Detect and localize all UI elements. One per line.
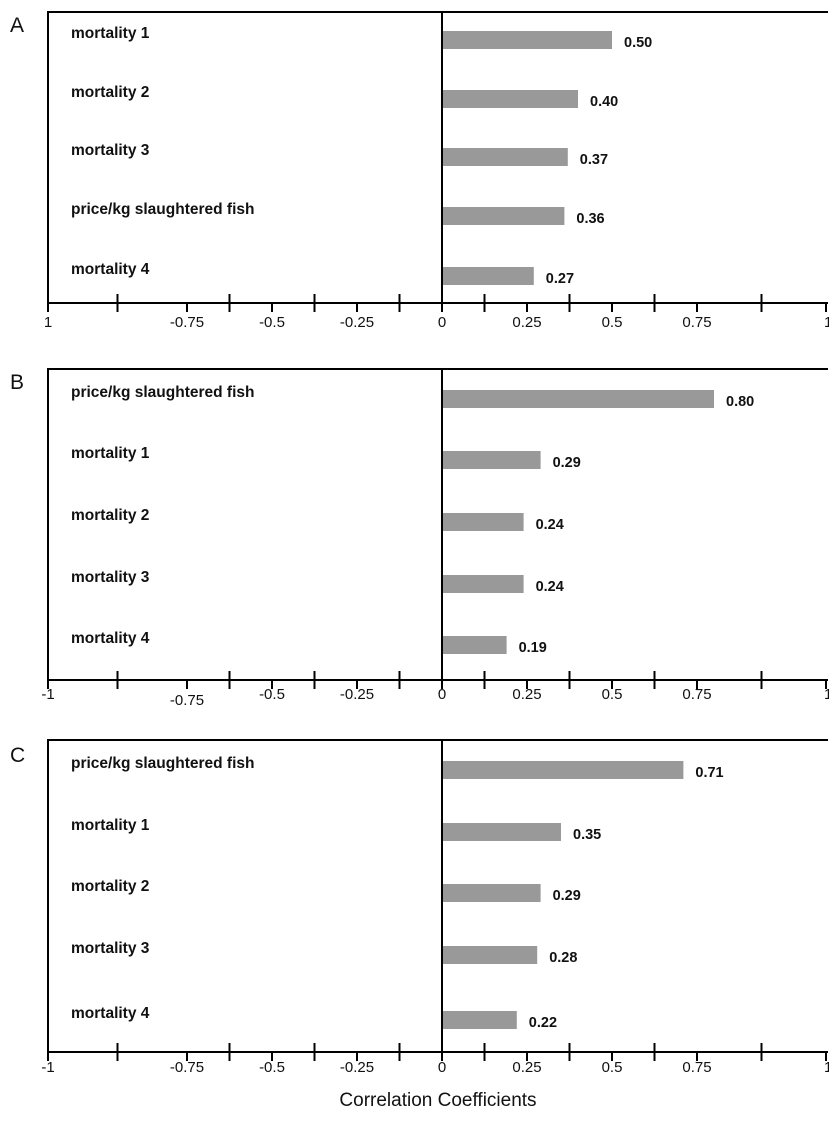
value-label: 0.28 [549, 950, 577, 966]
category-label: mortality 3 [71, 569, 150, 586]
category-label: mortality 1 [71, 817, 150, 834]
x-tick-label: -0.75 [170, 314, 204, 331]
value-label: 0.19 [519, 640, 547, 656]
bar [443, 1011, 517, 1029]
value-label: 0.24 [536, 517, 564, 533]
bar [443, 451, 541, 469]
x-tick-label: 0.75 [682, 1059, 711, 1076]
category-label: price/kg slaughtered fish [71, 384, 254, 401]
bar [443, 90, 578, 108]
panel-letter: C [10, 744, 25, 767]
bar [443, 823, 561, 841]
x-tick-label: -0.75 [170, 692, 204, 709]
category-label: mortality 1 [71, 445, 150, 462]
bar [443, 884, 541, 902]
x-tick-label: 1 [824, 686, 829, 703]
bar [443, 267, 534, 285]
bar [443, 575, 524, 593]
x-tick-label: -0.5 [259, 686, 285, 703]
x-tick-label: 0 [438, 686, 446, 703]
category-label: price/kg slaughtered fish [71, 755, 254, 772]
value-label: 0.40 [590, 94, 618, 110]
panel-letter: B [10, 371, 24, 394]
x-axis-title: Correlation Coefficients [339, 1090, 536, 1111]
value-label: 0.22 [529, 1015, 557, 1031]
x-tick-label: -1 [41, 686, 54, 703]
x-tick-label: 0.5 [602, 1059, 623, 1076]
panel-b: B -1 -0.75 -0.5 -0.25 0 0.25 0.5 0.75 1 price/kg s… [10, 368, 829, 709]
value-label: 0.24 [536, 579, 564, 595]
value-label: 0.35 [573, 827, 601, 843]
x-tick-label: 1 [824, 314, 829, 331]
x-tick-label: 0 [438, 1059, 446, 1076]
bar [443, 207, 565, 225]
bar [443, 31, 612, 49]
category-label: mortality 4 [71, 261, 150, 278]
bar [443, 148, 568, 166]
x-tick-label: 0.25 [512, 1059, 541, 1076]
x-tick-label: -0.25 [340, 686, 374, 703]
category-label: mortality 3 [71, 142, 150, 159]
x-tick-label: -0.75 [170, 1059, 204, 1076]
x-tick-label: -0.25 [340, 1059, 374, 1076]
x-tick-label: 0.25 [512, 686, 541, 703]
value-label: 0.80 [726, 394, 754, 410]
category-label: mortality 4 [71, 1005, 150, 1022]
x-tick-label: -1 [41, 1059, 54, 1076]
category-label: mortality 2 [71, 878, 149, 895]
x-tick-label: 1 [44, 314, 52, 331]
x-tick-label: 1 [824, 1059, 829, 1076]
category-label: price/kg slaughtered fish [71, 201, 254, 218]
x-tick-label: 0.25 [512, 314, 541, 331]
panel-letter: A [10, 14, 24, 37]
value-label: 0.37 [580, 152, 608, 168]
bar [443, 513, 524, 531]
panels-group: A 1 -0.75 -0.5 -0.25 0 0.25 0.5 0.75 1 mortality 1… [10, 11, 829, 1076]
category-label: mortality 1 [71, 25, 150, 42]
value-label: 0.50 [624, 35, 652, 51]
value-label: 0.29 [553, 455, 581, 471]
bar [443, 761, 684, 779]
value-label: 0.27 [546, 271, 574, 287]
bar [443, 390, 714, 408]
category-label: mortality 2 [71, 84, 149, 101]
bar [443, 946, 538, 964]
x-tick-label: 0.75 [682, 686, 711, 703]
category-label: mortality 3 [71, 940, 150, 957]
x-tick-label: -0.5 [259, 1059, 285, 1076]
x-tick-label: -0.5 [259, 314, 285, 331]
bar [443, 636, 507, 654]
value-label: 0.36 [576, 211, 604, 227]
panel-a: A 1 -0.75 -0.5 -0.25 0 0.25 0.5 0.75 1 mortality 1… [10, 11, 829, 331]
x-tick-label: 0 [438, 314, 446, 331]
plot-frame [47, 368, 828, 680]
value-label: 0.29 [553, 888, 581, 904]
x-tick-label: -0.25 [340, 314, 374, 331]
value-label: 0.71 [695, 765, 723, 781]
x-tick-label: 0.5 [602, 686, 623, 703]
panel-c: C -1 -0.75 -0.5 -0.25 0 0.25 0.5 0.75 1 price/kg s… [10, 739, 829, 1076]
plot-frame [47, 739, 828, 1052]
x-tick-label: 0.75 [682, 314, 711, 331]
category-label: mortality 2 [71, 507, 149, 524]
category-label: mortality 4 [71, 630, 150, 647]
x-tick-label: 0.5 [602, 314, 623, 331]
plot-frame [47, 11, 828, 303]
